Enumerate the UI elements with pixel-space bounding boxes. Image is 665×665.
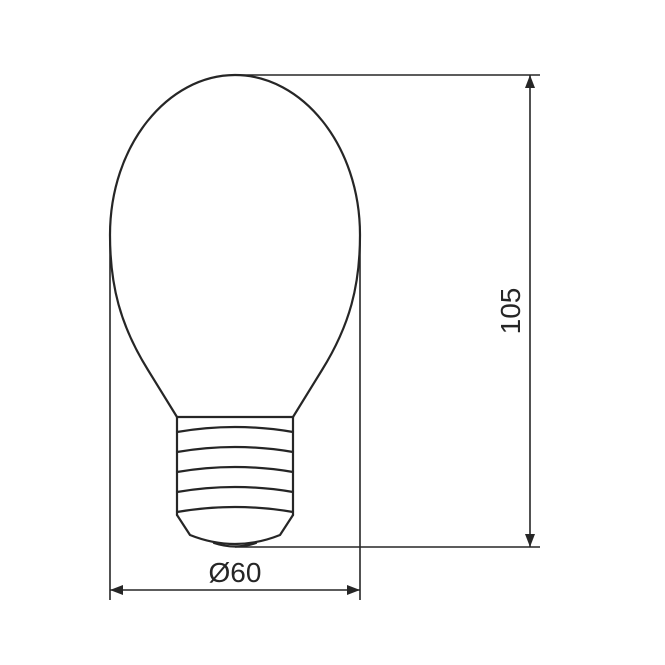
dimension-height-label: 105 <box>495 288 526 335</box>
bulb-outline <box>110 75 360 547</box>
drawing-svg: Ø60 105 <box>0 0 665 665</box>
technical-drawing: Ø60 105 <box>0 0 665 665</box>
dimension-width-label: Ø60 <box>209 557 262 588</box>
